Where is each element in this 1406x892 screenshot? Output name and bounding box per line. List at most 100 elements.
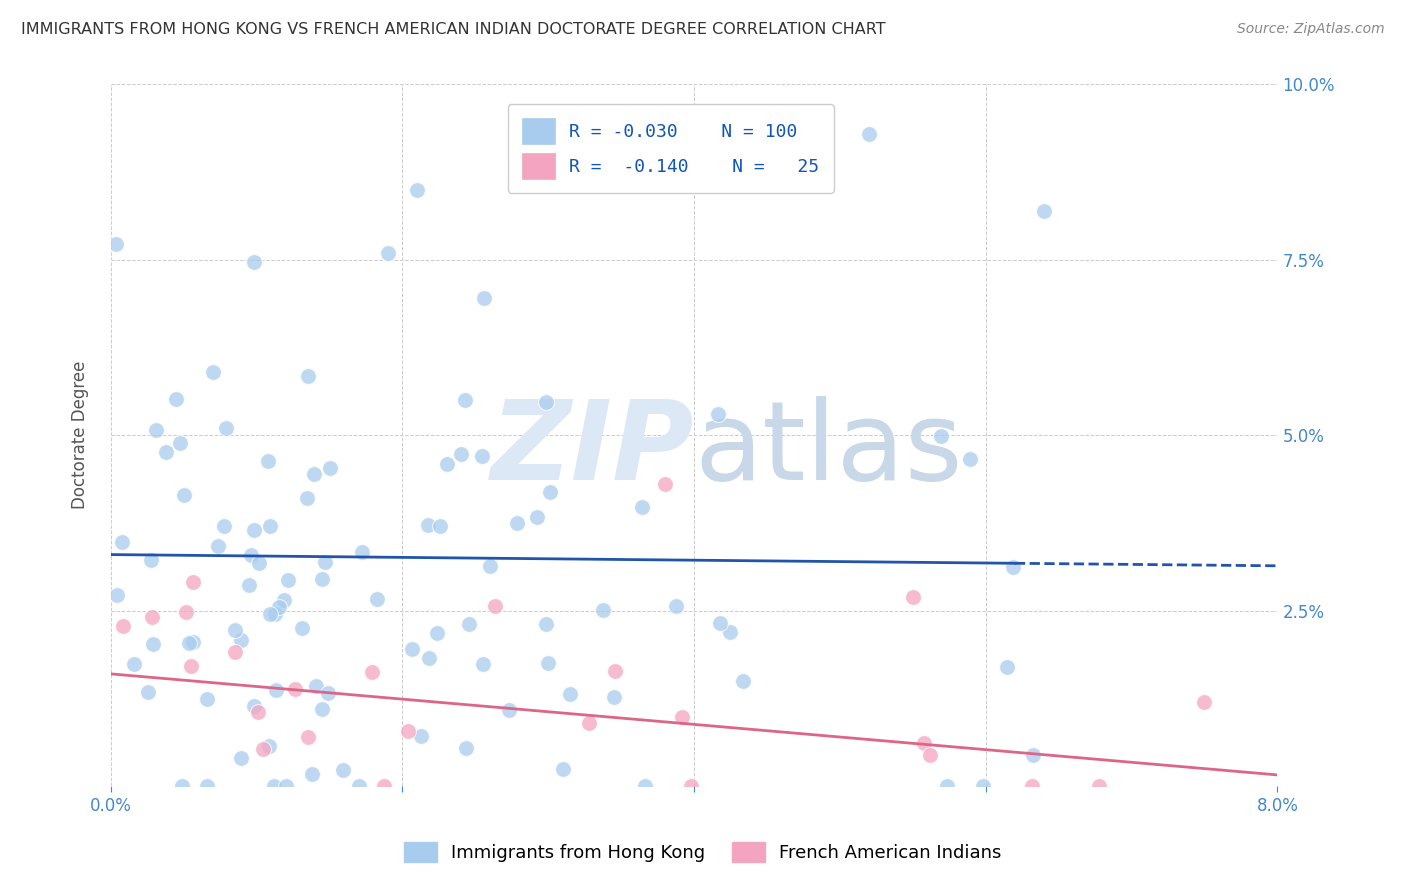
Point — [418, 517, 440, 532]
Point — [472, 657, 495, 672]
Point — [450, 447, 472, 461]
Point — [1087, 779, 1109, 793]
Point — [256, 454, 278, 468]
Point — [180, 659, 202, 673]
Y-axis label: Doctorate Degree: Doctorate Degree — [72, 361, 89, 509]
Point — [207, 539, 229, 553]
Point — [231, 632, 253, 647]
Point — [1021, 779, 1043, 793]
Point — [436, 457, 458, 471]
Point — [479, 559, 502, 574]
Point — [301, 766, 323, 780]
Point — [679, 779, 702, 793]
Point — [456, 740, 478, 755]
Point — [936, 779, 959, 793]
Point — [155, 445, 177, 459]
Point — [603, 690, 626, 704]
Point — [361, 665, 384, 680]
Point — [259, 607, 281, 621]
Point — [349, 779, 371, 793]
Point — [224, 623, 246, 637]
Point — [242, 255, 264, 269]
Point — [195, 692, 218, 706]
Point — [1033, 203, 1056, 218]
Point — [959, 452, 981, 467]
Point — [297, 731, 319, 745]
Point — [454, 392, 477, 407]
Point — [858, 127, 880, 141]
Point — [311, 572, 333, 586]
Point — [243, 698, 266, 713]
Point — [536, 395, 558, 409]
Point — [181, 575, 204, 590]
Point — [718, 625, 741, 640]
Text: atlas: atlas — [695, 396, 963, 503]
Point — [263, 779, 285, 793]
Point — [471, 449, 494, 463]
Point — [170, 779, 193, 793]
Point — [631, 500, 654, 515]
Point — [426, 626, 449, 640]
Point — [277, 574, 299, 588]
Point — [240, 549, 263, 563]
Point — [484, 599, 506, 614]
Point — [238, 578, 260, 592]
Point — [202, 365, 225, 379]
Point — [141, 609, 163, 624]
Point — [551, 762, 574, 776]
Point — [181, 635, 204, 649]
Point — [316, 686, 339, 700]
Point — [350, 545, 373, 559]
Point — [174, 605, 197, 619]
Point — [418, 650, 440, 665]
Point — [912, 736, 935, 750]
Legend: Immigrants from Hong Kong, French American Indians: Immigrants from Hong Kong, French Americ… — [396, 834, 1010, 870]
Point — [901, 590, 924, 604]
Point — [267, 600, 290, 615]
Point — [112, 618, 135, 632]
Point — [274, 779, 297, 793]
Point — [295, 491, 318, 505]
Point — [284, 681, 307, 696]
Point — [733, 673, 755, 688]
Point — [195, 779, 218, 793]
Point — [1194, 695, 1216, 709]
Text: IMMIGRANTS FROM HONG KONG VS FRENCH AMERICAN INDIAN DOCTORATE DEGREE CORRELATION: IMMIGRANTS FROM HONG KONG VS FRENCH AMER… — [21, 22, 886, 37]
Point — [377, 246, 399, 260]
Point — [242, 524, 264, 538]
Text: ZIP: ZIP — [491, 396, 695, 503]
Point — [297, 369, 319, 384]
Point — [139, 552, 162, 566]
Legend: R = -0.030    N = 100, R =  -0.140    N =   25: R = -0.030 N = 100, R = -0.140 N = 25 — [508, 104, 834, 193]
Point — [165, 392, 187, 406]
Point — [506, 516, 529, 530]
Point — [314, 555, 336, 569]
Point — [229, 751, 252, 765]
Point — [605, 664, 627, 678]
Point — [105, 237, 128, 252]
Point — [290, 621, 312, 635]
Point — [169, 436, 191, 450]
Point — [406, 183, 429, 197]
Point — [366, 591, 388, 606]
Point — [136, 685, 159, 699]
Point — [972, 779, 994, 793]
Point — [538, 484, 561, 499]
Point — [537, 656, 560, 670]
Point — [592, 603, 614, 617]
Point — [929, 428, 952, 442]
Point — [252, 741, 274, 756]
Point — [212, 518, 235, 533]
Point — [373, 779, 395, 793]
Point — [177, 636, 200, 650]
Point — [995, 660, 1018, 674]
Point — [1002, 559, 1025, 574]
Point — [665, 599, 688, 614]
Point — [498, 703, 520, 717]
Point — [257, 739, 280, 754]
Point — [558, 687, 581, 701]
Point — [534, 617, 557, 632]
Point — [634, 779, 657, 793]
Point — [709, 616, 731, 631]
Point — [1022, 748, 1045, 763]
